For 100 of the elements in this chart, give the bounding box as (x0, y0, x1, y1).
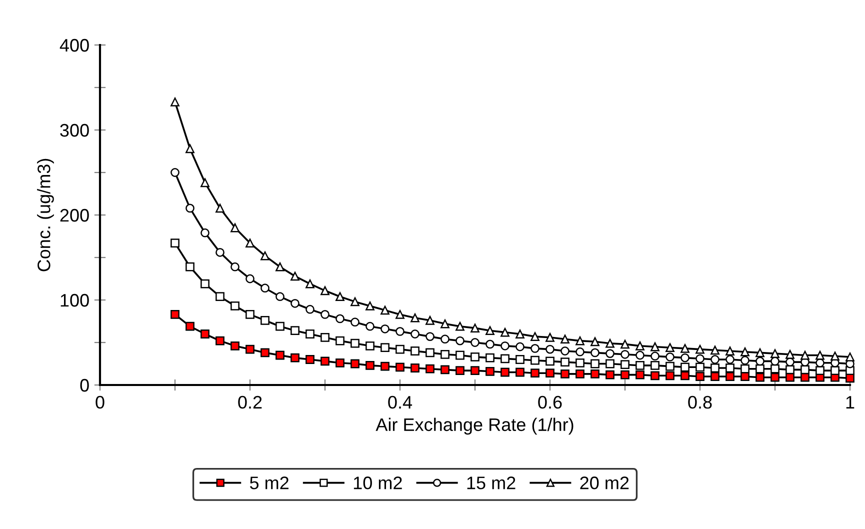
point (456, 350, 464, 360)
point (170, 238, 180, 248)
point (216, 248, 224, 257)
point (456, 336, 464, 346)
point (786, 358, 794, 366)
point (726, 355, 734, 364)
point (186, 262, 194, 272)
point (636, 350, 644, 360)
point (260, 348, 270, 358)
point (380, 343, 390, 352)
point (516, 342, 524, 352)
point (320, 332, 330, 342)
point (650, 371, 660, 380)
point (770, 372, 780, 382)
point (440, 350, 450, 359)
point (200, 228, 210, 238)
point (756, 348, 764, 358)
point (396, 310, 404, 319)
point (710, 372, 720, 381)
point (486, 326, 494, 336)
point (680, 362, 690, 372)
point (516, 330, 524, 338)
point (306, 330, 314, 338)
point (246, 238, 254, 248)
y-tick-label: 100 (60, 294, 89, 307)
point (726, 364, 734, 372)
point (620, 360, 630, 370)
point (320, 310, 330, 319)
point (246, 310, 254, 319)
point (830, 352, 840, 361)
point (710, 364, 720, 372)
point (576, 347, 584, 356)
point (606, 349, 614, 358)
point (276, 292, 284, 302)
point (636, 361, 644, 370)
point (576, 370, 584, 378)
point (486, 340, 494, 349)
point (170, 310, 180, 319)
x-axis-title: Air Exchange Rate (1/hr) (376, 418, 574, 435)
point (170, 168, 180, 177)
point (396, 327, 404, 336)
point (666, 371, 674, 380)
point (650, 352, 660, 361)
point (426, 364, 434, 374)
point (216, 336, 224, 346)
point (276, 322, 284, 331)
point (650, 342, 660, 352)
x-tick-label: 0 (96, 396, 104, 409)
point (410, 330, 420, 338)
point (696, 362, 704, 372)
point (200, 178, 210, 188)
point (530, 344, 540, 353)
point (500, 328, 510, 337)
point (216, 292, 224, 302)
legend-label: 15 m2 (467, 476, 516, 490)
point (426, 332, 434, 341)
point (260, 284, 270, 293)
point (290, 326, 300, 336)
point (576, 358, 584, 368)
point (216, 204, 224, 213)
point (606, 359, 614, 368)
point (696, 372, 704, 381)
point (500, 368, 510, 377)
point (816, 350, 824, 360)
point (590, 370, 600, 378)
legend-label: 10 m2 (354, 476, 402, 490)
point (470, 338, 480, 347)
point (350, 318, 360, 327)
point (560, 358, 570, 366)
point (290, 272, 300, 281)
point (636, 370, 644, 380)
point (546, 356, 554, 366)
point (336, 336, 344, 346)
point (380, 324, 390, 334)
point (576, 336, 584, 346)
point (246, 344, 254, 354)
point (410, 346, 420, 356)
point (320, 356, 330, 366)
point (200, 279, 210, 288)
point (786, 365, 794, 374)
point (290, 353, 300, 362)
point (620, 340, 630, 349)
point (366, 302, 374, 310)
point (336, 358, 344, 368)
point (590, 348, 600, 358)
point (440, 334, 450, 344)
point (740, 347, 750, 356)
point (306, 355, 314, 364)
point (726, 372, 734, 381)
point (440, 319, 450, 328)
point (470, 352, 480, 362)
point (306, 304, 314, 314)
point (336, 292, 344, 302)
point (410, 313, 420, 322)
point (590, 359, 600, 368)
y-tick-label: 300 (60, 124, 89, 137)
point (260, 316, 270, 325)
point (186, 144, 194, 154)
point (486, 353, 494, 362)
point (186, 204, 194, 213)
